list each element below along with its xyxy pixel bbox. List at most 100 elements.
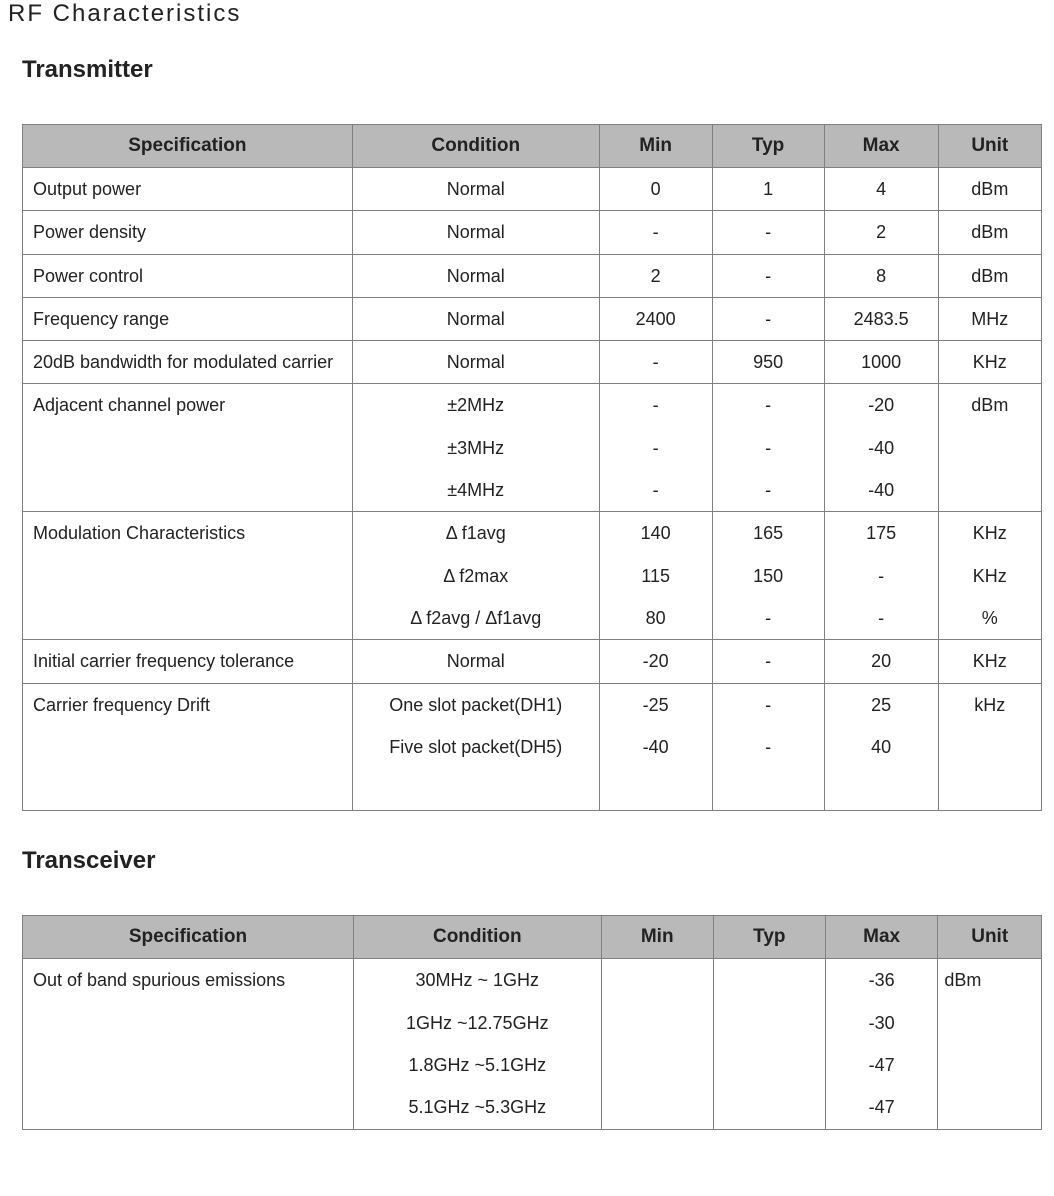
cell-line: 80 <box>600 597 712 639</box>
cell-cond: Normal <box>352 211 599 254</box>
cell-min: -25-40 <box>599 683 712 811</box>
cell-line: ±3MHz <box>353 427 599 469</box>
cell-unit: dBm <box>938 211 1041 254</box>
cell-line: - <box>713 469 824 511</box>
cell-line: 150 <box>713 555 824 597</box>
column-header: Specification <box>23 125 353 168</box>
cell-max: 175-- <box>824 512 938 640</box>
cell-line: 1000 <box>825 341 938 383</box>
cell-line: -47 <box>826 1086 937 1128</box>
cell-typ: - <box>712 211 824 254</box>
cell-line: KHz <box>939 555 1041 597</box>
cell-line: KHz <box>939 640 1041 682</box>
table-row: Adjacent channel power±2MHz±3MHz±4MHz---… <box>23 384 1042 512</box>
cell-line: - <box>713 597 824 639</box>
cell-line: 1GHz ~12.75GHz <box>354 1002 601 1044</box>
cell-line: 175 <box>825 512 938 554</box>
table-row: 20dB bandwidth for modulated carrierNorm… <box>23 341 1042 384</box>
table-row: Output powerNormal014dBm <box>23 168 1042 211</box>
cell-line: Δ f2avg / Δf1avg <box>353 597 599 639</box>
cell-max: 20 <box>824 640 938 683</box>
cell-line: -40 <box>825 427 938 469</box>
cell-unit: dBm <box>938 384 1041 512</box>
cell-typ: --- <box>712 384 824 512</box>
cell-line: -25 <box>600 684 712 726</box>
cell-line: KHz <box>939 512 1041 554</box>
cell-line: Normal <box>353 341 599 383</box>
column-header: Min <box>601 916 713 959</box>
cell-line: 8 <box>825 255 938 297</box>
cell-line: -40 <box>825 469 938 511</box>
cell-line: Normal <box>353 211 599 253</box>
cell-line: 1.8GHz ~5.1GHz <box>354 1044 601 1086</box>
cell-line: 4 <box>825 168 938 210</box>
cell-line: - <box>600 341 712 383</box>
cell-line: Adjacent channel power <box>23 384 352 426</box>
table-row: Power controlNormal2-8dBm <box>23 254 1042 297</box>
cell-min: -20 <box>599 640 712 683</box>
cell-line <box>600 768 712 810</box>
cell-line: 40 <box>825 726 938 768</box>
section-title: Transmitter <box>22 56 1046 84</box>
cell-cond: One slot packet(DH1)Five slot packet(DH5… <box>352 683 599 811</box>
cell-cond: 30MHz ~ 1GHz1GHz ~12.75GHz1.8GHz ~5.1GHz… <box>353 959 601 1129</box>
cell-line: One slot packet(DH1) <box>353 684 599 726</box>
cell-max: -36-30-47-47 <box>825 959 937 1129</box>
cell-line: Carrier frequency Drift <box>23 684 352 726</box>
cell-line: dBm <box>939 211 1041 253</box>
cell-cond: Normal <box>352 341 599 384</box>
cell-min: 0 <box>599 168 712 211</box>
cell-typ: 950 <box>712 341 824 384</box>
cell-line: Δ f1avg <box>353 512 599 554</box>
cell-spec: Modulation Characteristics <box>23 512 353 640</box>
cell-line: -47 <box>826 1044 937 1086</box>
table-row: Initial carrier frequency toleranceNorma… <box>23 640 1042 683</box>
cell-line: Normal <box>353 640 599 682</box>
column-header: Typ <box>713 916 825 959</box>
cell-spec: Frequency range <box>23 297 353 340</box>
cell-line: % <box>939 597 1041 639</box>
cell-line: -20 <box>600 640 712 682</box>
cell-line: Frequency range <box>23 298 352 340</box>
cell-line <box>714 1044 825 1086</box>
cell-line: Normal <box>353 168 599 210</box>
sections-container: TransmitterSpecificationConditionMinTypM… <box>8 56 1046 1130</box>
cell-line: 115 <box>600 555 712 597</box>
cell-line: - <box>713 211 824 253</box>
cell-line <box>714 959 825 1001</box>
cell-line: -30 <box>826 1002 937 1044</box>
cell-line: Power density <box>23 211 352 253</box>
cell-line: Five slot packet(DH5) <box>353 726 599 768</box>
cell-line: - <box>713 298 824 340</box>
cell-line: -20 <box>825 384 938 426</box>
spec-table: SpecificationConditionMinTypMaxUnitOut o… <box>22 915 1042 1129</box>
cell-spec: Adjacent channel power <box>23 384 353 512</box>
cell-line: Normal <box>353 255 599 297</box>
column-header: Specification <box>23 916 354 959</box>
cell-line: dBm <box>938 959 1041 1001</box>
cell-line <box>353 768 599 810</box>
column-header: Unit <box>938 916 1042 959</box>
cell-line <box>602 1044 713 1086</box>
table-row: Carrier frequency DriftOne slot packet(D… <box>23 683 1042 811</box>
column-header: Condition <box>353 916 601 959</box>
cell-line: kHz <box>939 684 1041 726</box>
cell-line: dBm <box>939 384 1041 426</box>
column-header: Max <box>824 125 938 168</box>
column-header: Max <box>825 916 937 959</box>
cell-cond: Normal <box>352 254 599 297</box>
cell-line: 2 <box>825 211 938 253</box>
cell-line: - <box>825 597 938 639</box>
cell-max: 2 <box>824 211 938 254</box>
cell-typ: - <box>712 297 824 340</box>
cell-line: 25 <box>825 684 938 726</box>
cell-line: dBm <box>939 168 1041 210</box>
cell-max: 2483.5 <box>824 297 938 340</box>
table-row: Frequency rangeNormal2400-2483.5MHz <box>23 297 1042 340</box>
cell-line: - <box>713 640 824 682</box>
table-row: Power densityNormal--2dBm <box>23 211 1042 254</box>
cell-unit: MHz <box>938 297 1041 340</box>
cell-unit: KHz <box>938 341 1041 384</box>
cell-line: 20 <box>825 640 938 682</box>
cell-line: ±4MHz <box>353 469 599 511</box>
